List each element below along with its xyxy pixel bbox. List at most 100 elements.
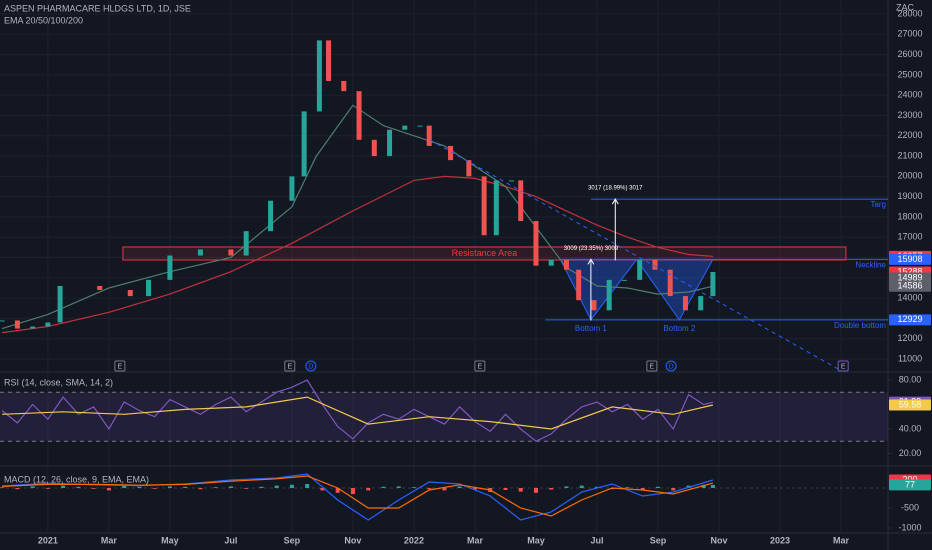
- candle: [481, 176, 487, 236]
- histogram-bar: [183, 486, 188, 488]
- candle: [316, 40, 322, 112]
- chart-title: ASPEN PHARMACARE HLDGS LTD, 1D, JSE: [4, 3, 191, 13]
- event-marker: [665, 360, 677, 372]
- x-tick-label: May: [527, 535, 545, 545]
- histogram-bar: [350, 488, 355, 494]
- rsi-band: [0, 392, 888, 442]
- y-tick-label: -500: [901, 502, 919, 512]
- event-label: E: [118, 363, 123, 370]
- y-tick-label: 80.00: [899, 374, 922, 384]
- macd-title: MACD (12, 26, close, 9, EMA, EMA): [4, 474, 149, 484]
- y-tick-label: 27000: [897, 29, 922, 39]
- candle: [146, 279, 152, 297]
- histogram-bar: [472, 488, 477, 490]
- y-tick-label: 24000: [897, 90, 922, 100]
- candle: [652, 259, 658, 270]
- histogram-bar: [625, 487, 630, 488]
- price-tag: [889, 280, 931, 292]
- histogram-bar: [701, 484, 706, 488]
- event-marker: [305, 360, 317, 372]
- histogram-bar: [244, 488, 249, 489]
- x-tick-label: Sep: [284, 535, 301, 545]
- x-tick-label: Jul: [224, 535, 237, 545]
- candle: [563, 259, 569, 270]
- candle: [197, 249, 203, 256]
- resistance-zone: [122, 246, 847, 261]
- trend-line: [429, 139, 841, 371]
- candle: [14, 320, 20, 329]
- candle: [576, 269, 582, 301]
- level-label: Double bottom: [834, 321, 886, 330]
- price-tag-label: 15908: [897, 254, 922, 264]
- price-tag-label: 200: [902, 474, 917, 484]
- histogram-bar: [579, 485, 584, 488]
- candle: [591, 300, 597, 311]
- histogram-bar: [289, 484, 294, 488]
- candle: [448, 145, 454, 161]
- candle: [228, 249, 234, 256]
- measure-label: 3009 (23.35%) 3009: [564, 246, 619, 252]
- candle: [167, 255, 173, 280]
- price-tag: [889, 314, 931, 326]
- candle: [533, 221, 539, 266]
- y-tick-label: 22000: [897, 130, 922, 140]
- price-tag-label: 77: [905, 479, 915, 489]
- histogram-bar: [122, 486, 127, 488]
- candle: [637, 259, 643, 280]
- x-tick-label: Mar: [467, 535, 484, 545]
- histogram-bar: [45, 488, 50, 489]
- x-tick-label: May: [161, 535, 179, 545]
- histogram-bar: [564, 486, 569, 488]
- histogram-bar: [91, 488, 96, 489]
- series-line: [1, 379, 714, 442]
- candle: [493, 180, 499, 236]
- arrow-head: [611, 198, 619, 205]
- y-tick-label: 11000: [898, 353, 922, 363]
- candle: [606, 279, 612, 311]
- histogram-bar: [213, 487, 218, 488]
- candle: [45, 322, 51, 327]
- candle: [301, 111, 307, 177]
- x-tick-label: 2022: [404, 535, 424, 545]
- histogram-bar: [15, 488, 20, 490]
- histogram-bar: [366, 488, 371, 491]
- histogram-bar: [61, 485, 66, 488]
- candle: [127, 290, 133, 297]
- histogram-bar: [305, 484, 310, 488]
- event-marker: [284, 360, 296, 372]
- histogram-bar: [320, 488, 325, 491]
- x-tick-label: Sep: [650, 535, 667, 545]
- bottom-label: Bottom 1: [575, 324, 608, 333]
- candle: [268, 200, 274, 232]
- candle: [466, 160, 472, 177]
- event-label: E: [650, 363, 655, 370]
- histogram-bar: [518, 488, 523, 492]
- y-tick-label: -1000: [898, 522, 921, 532]
- candle: [243, 231, 249, 256]
- price-tag: [889, 399, 931, 411]
- candle: [710, 271, 716, 297]
- indicator-title: EMA 20/50/100/200: [4, 15, 83, 25]
- y-tick-label: 12000: [897, 333, 922, 343]
- event-marker: [837, 360, 849, 372]
- candle: [621, 279, 627, 281]
- candle: [326, 40, 332, 81]
- candle: [289, 176, 295, 201]
- measure-label: 3017 (18.99%) 3017: [588, 186, 643, 192]
- histogram-bar: [549, 488, 554, 490]
- y-tick-label: 17000: [897, 232, 922, 242]
- x-tick-label: Jul: [590, 535, 603, 545]
- candle: [402, 125, 408, 130]
- histogram-bar: [655, 486, 660, 488]
- histogram-bar: [228, 486, 233, 488]
- event-label: E: [287, 363, 292, 370]
- level-label: Targ: [870, 200, 886, 209]
- candle: [387, 129, 393, 157]
- price-tag-label: 14586: [897, 281, 922, 291]
- y-tick-label: 23000: [897, 110, 922, 120]
- y-tick-label: 28000: [897, 8, 922, 18]
- price-tag: [889, 253, 931, 265]
- histogram-bar: [0, 487, 5, 488]
